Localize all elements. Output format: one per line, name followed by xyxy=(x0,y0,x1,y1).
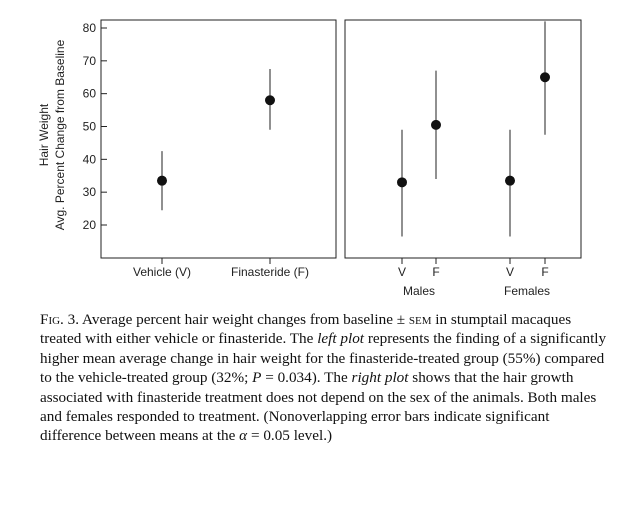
mean-point xyxy=(157,175,167,186)
x-tick-label: V xyxy=(398,265,406,279)
x-group-label: Males xyxy=(403,284,435,298)
caption-alpha: α xyxy=(239,427,248,445)
y-tick-label: 20 xyxy=(83,218,97,232)
y-tick-label: 30 xyxy=(83,185,97,199)
figure-caption: Fig. 3. Average percent hair weight chan… xyxy=(40,310,610,446)
caption-text-4: = 0.034). The xyxy=(265,369,348,387)
left-panel-frame xyxy=(100,19,337,259)
figure-chart: Hair Weight Avg. Percent Change from Bas… xyxy=(37,19,582,298)
x-tick-label: F xyxy=(432,265,439,279)
mean-point xyxy=(540,72,550,83)
y-axis-label-line1: Hair Weight xyxy=(37,103,51,166)
y-tick-label: 70 xyxy=(83,54,97,68)
caption-fig-label: Fig. 3. xyxy=(40,311,80,328)
caption-sem: sem xyxy=(408,311,432,328)
y-tick-label: 50 xyxy=(83,120,97,134)
caption-text-1: Average percent hair weight changes from… xyxy=(82,311,406,328)
y-axis-label-line2: Avg. Percent Change from Baseline xyxy=(53,39,67,230)
y-tick-label: 60 xyxy=(83,87,97,101)
x-tick-label: F xyxy=(541,265,548,279)
caption-text-5: shows that the hair growth associated wi… xyxy=(40,369,597,445)
mean-point xyxy=(505,175,515,186)
caption-text-3: represents the finding of a significantl… xyxy=(40,330,607,387)
caption-text-2: in stumptail macaques treated with eithe… xyxy=(40,311,572,348)
x-tick-label: Vehicle (V) xyxy=(133,265,191,279)
mean-point xyxy=(397,177,407,188)
x-tick-label: Finasteride (F) xyxy=(231,265,309,279)
caption-right-plot: right plot xyxy=(351,369,409,387)
caption-text-6: = 0.05 level.) xyxy=(250,427,333,445)
caption-p-symbol: P xyxy=(252,369,262,387)
mean-point xyxy=(265,95,275,106)
right-panel-frame xyxy=(344,19,582,259)
mean-point xyxy=(431,119,441,130)
x-group-label: Females xyxy=(504,284,550,298)
caption-left-plot: left plot xyxy=(317,330,365,348)
y-tick-label: 40 xyxy=(83,152,97,166)
x-tick-label: V xyxy=(506,265,514,279)
y-tick-label: 80 xyxy=(83,21,97,35)
